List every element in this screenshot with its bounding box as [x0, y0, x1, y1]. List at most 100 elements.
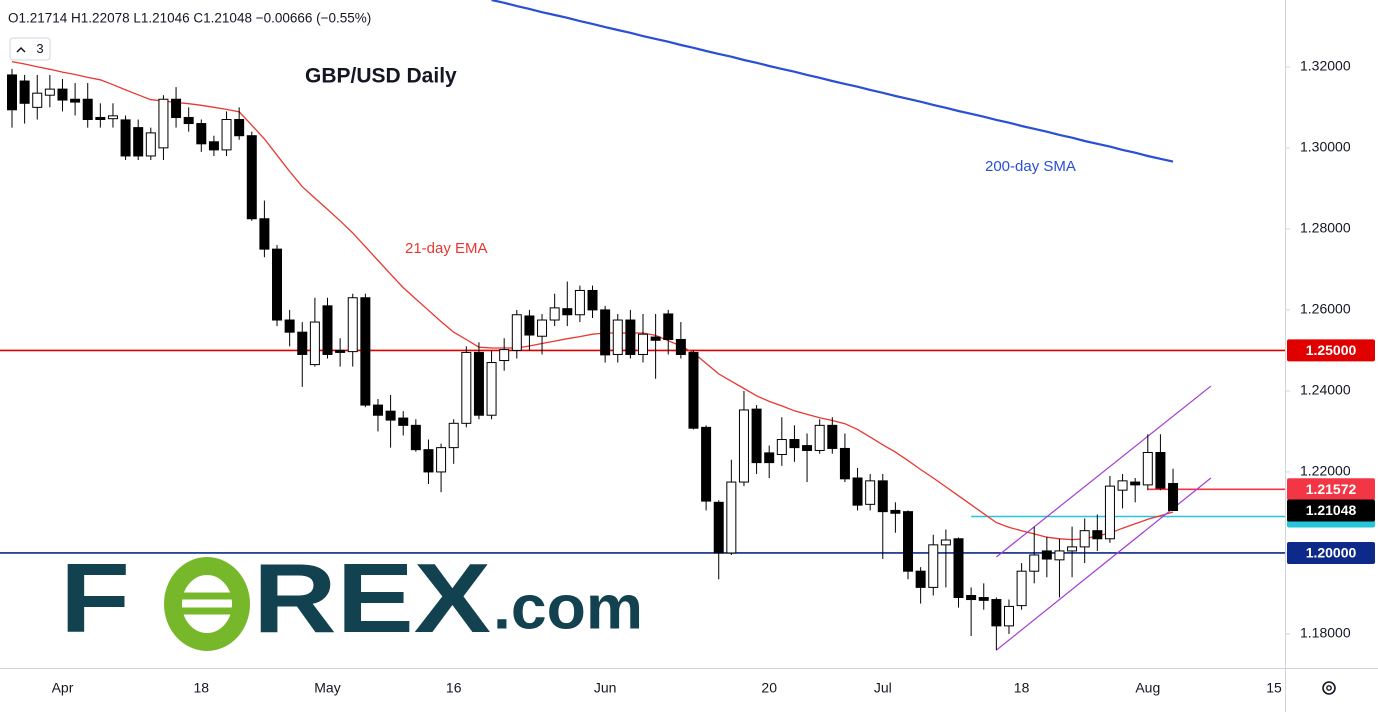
- logo-tail: REX: [253, 543, 491, 653]
- y-tick-label: 1.28000: [1300, 220, 1351, 236]
- candle-body: [120, 119, 131, 157]
- candle-body: [738, 409, 749, 483]
- y-tick-label: 1.26000: [1300, 301, 1351, 317]
- candle-body: [1104, 485, 1115, 540]
- candle-body: [309, 321, 320, 366]
- candle-body: [7, 74, 17, 111]
- plot-area: [0, 0, 1285, 651]
- logo-domain: .com: [493, 573, 643, 642]
- candle-body: [158, 98, 169, 149]
- price-label: 1.21572: [1306, 481, 1357, 497]
- candle-body: [1041, 550, 1052, 560]
- candle-body: [1079, 530, 1090, 548]
- candle-body: [284, 319, 295, 333]
- candle-body: [360, 297, 371, 406]
- candle-body: [95, 116, 106, 121]
- candle-body: [600, 309, 611, 356]
- candle-body: [486, 362, 497, 416]
- overlay-line: [491, 0, 1174, 163]
- candle-body: [940, 539, 951, 546]
- candle-body: [1003, 605, 1014, 627]
- overlay-label: 200-day SMA: [985, 158, 1076, 175]
- x-tick-label: 16: [446, 680, 462, 696]
- candle-body: [32, 92, 43, 108]
- y-tick-label: 1.32000: [1300, 58, 1351, 74]
- price-label-box: [1287, 499, 1375, 522]
- logo-lead: F: [60, 543, 130, 653]
- candle-body: [726, 481, 737, 554]
- candle-body: [347, 297, 358, 353]
- logo: F REX .com: [60, 543, 643, 653]
- candle-body: [574, 289, 585, 316]
- candle-body: [133, 127, 144, 157]
- price-label: 1.25000: [1306, 342, 1357, 358]
- candle-body: [196, 123, 207, 145]
- chevron: [16, 46, 26, 53]
- candle-body: [44, 88, 55, 96]
- candle-body: [70, 98, 81, 103]
- indicator-toggle[interactable]: 3: [9, 37, 51, 61]
- price-label: 1.20000: [1306, 545, 1357, 561]
- candle-body: [423, 449, 434, 473]
- candle-body: [789, 439, 800, 449]
- candle-body: [473, 351, 484, 416]
- x-tick-label: 20: [761, 680, 777, 696]
- x-tick-label: Jun: [594, 680, 617, 696]
- candle-body: [1092, 530, 1103, 540]
- candle-body: [183, 116, 194, 125]
- x-tick-label: May: [314, 680, 340, 696]
- candle-body: [322, 305, 333, 355]
- gear[interactable]: [1322, 681, 1336, 695]
- candle-body: [385, 410, 396, 421]
- channel-line: [995, 385, 1212, 558]
- candle-body: [107, 115, 118, 120]
- candle-body: [1155, 451, 1166, 489]
- candle-body: [171, 98, 182, 118]
- candle-body: [145, 132, 156, 157]
- candle-body: [562, 308, 573, 316]
- candle-body: [1029, 554, 1040, 572]
- y-tick-label: 1.22000: [1300, 463, 1351, 479]
- candle-body: [1016, 570, 1027, 607]
- candle-body: [246, 135, 257, 220]
- x-tick-label: 18: [1014, 680, 1030, 696]
- candle-body: [1168, 483, 1179, 511]
- candle-body: [549, 307, 560, 321]
- candle-body: [852, 477, 863, 506]
- candle-body: [57, 88, 68, 101]
- candle-body: [928, 544, 939, 588]
- candle-body: [814, 424, 825, 451]
- y-tick-label: 1.18000: [1300, 625, 1351, 641]
- candle-body: [524, 315, 535, 336]
- candle-body: [398, 417, 409, 426]
- chart-title: GBP/USD Daily: [305, 65, 457, 88]
- candle-body: [448, 422, 459, 449]
- price-label-box: [1287, 478, 1375, 501]
- logo-o: [164, 557, 250, 651]
- overlay-line: [11, 60, 1174, 541]
- toggle-box[interactable]: [9, 37, 51, 61]
- x-tick-label: Jul: [874, 680, 892, 696]
- candle-body: [82, 98, 93, 121]
- price-label-box: [1287, 339, 1375, 362]
- candle-body: [1117, 480, 1128, 491]
- indicator-count: 3: [36, 41, 43, 56]
- overlay-label: 21-day EMA: [405, 240, 488, 257]
- candle-body: [751, 408, 762, 464]
- candle-body: [764, 452, 775, 464]
- x-tick-label: Aug: [1135, 680, 1160, 696]
- candle-body: [701, 426, 712, 502]
- candle-body: [272, 248, 283, 321]
- candle-body: [776, 439, 787, 456]
- candle-body: [713, 501, 724, 554]
- settings-icon[interactable]: [1322, 681, 1336, 695]
- candle-body: [1142, 451, 1153, 486]
- candle-body: [1054, 550, 1065, 561]
- y-tick-label: 1.30000: [1300, 139, 1351, 155]
- candle-body: [436, 447, 447, 473]
- candle-body: [953, 538, 964, 599]
- gear-hub: [1326, 685, 1332, 691]
- x-tick-label: 15: [1266, 680, 1282, 696]
- candle-body: [372, 404, 383, 416]
